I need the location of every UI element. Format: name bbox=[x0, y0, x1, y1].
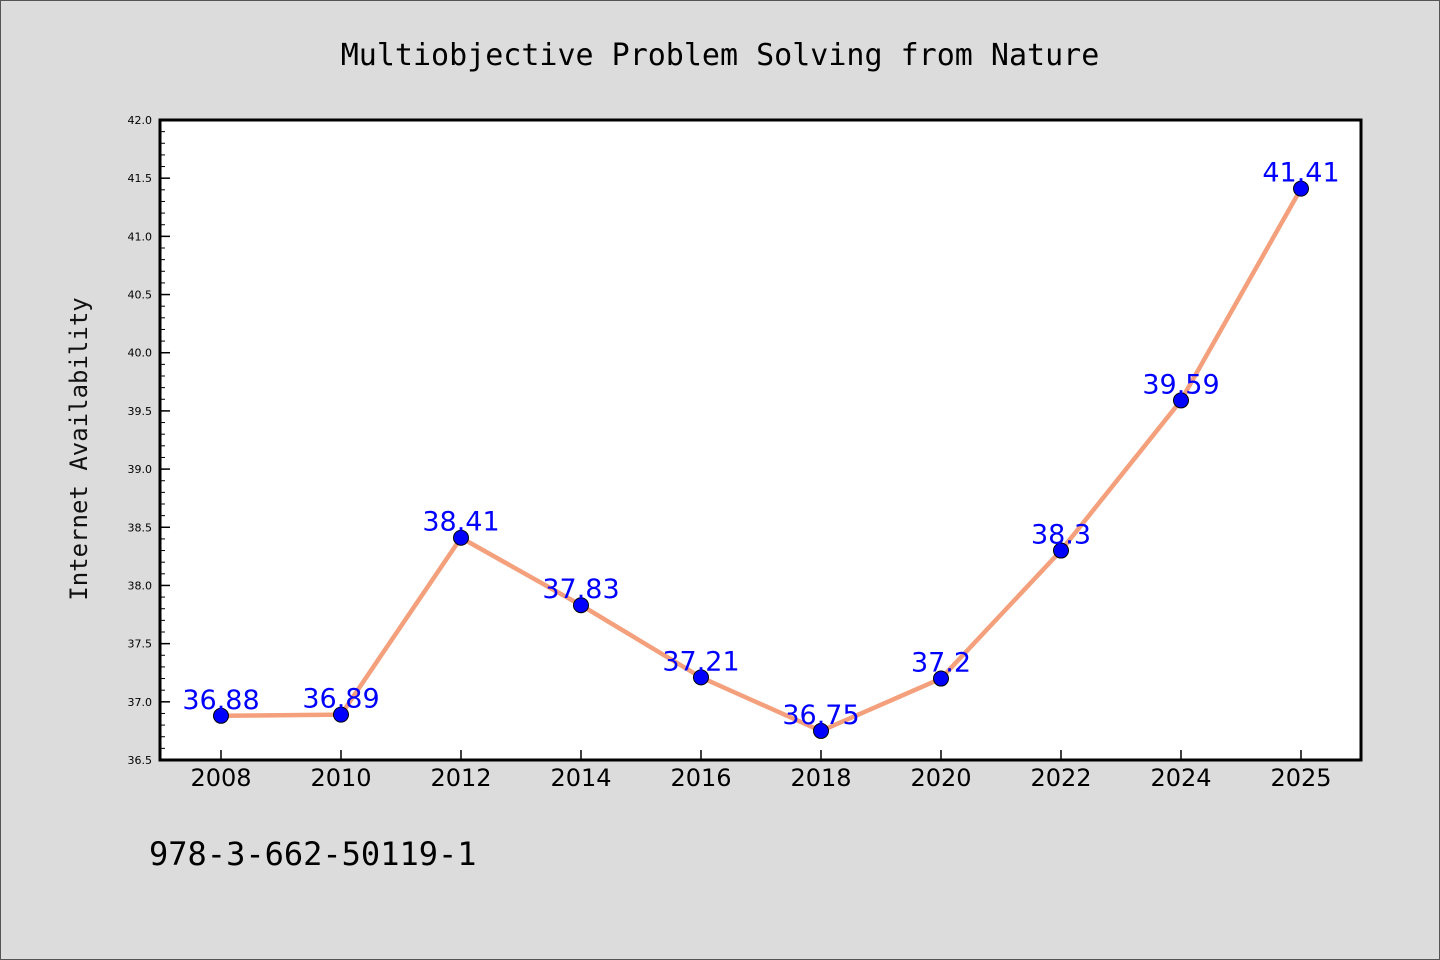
y-tick-label: 39.5 bbox=[128, 405, 153, 418]
data-label: 36.75 bbox=[782, 700, 859, 731]
data-point-marker bbox=[933, 670, 949, 687]
footer-isbn: 978-3-662-50119-1 bbox=[149, 835, 477, 873]
y-tick-label: 36.5 bbox=[128, 754, 153, 767]
marker-group bbox=[213, 180, 1309, 739]
x-tick-label: 2008 bbox=[190, 764, 251, 792]
data-label: 38.41 bbox=[422, 507, 499, 538]
data-point-marker bbox=[333, 706, 349, 723]
y-axis: 36.5 37.0 37.5 38.0 38.5 39.0 39.5 40.0 40.5 41.0… bbox=[128, 114, 170, 767]
data-label-group: 36.88 36.89 38.41 37.83 37.21 36.75 37.2 38.3 39… bbox=[182, 158, 1339, 731]
y-tick-label: 40.5 bbox=[128, 289, 153, 302]
data-label: 37.2 bbox=[911, 648, 971, 679]
y-tick-label: 42.0 bbox=[128, 114, 153, 127]
data-point-marker bbox=[213, 707, 229, 724]
y-tick-label: 38.0 bbox=[128, 579, 153, 592]
x-tick-label: 2016 bbox=[670, 764, 731, 792]
data-point-marker bbox=[693, 669, 709, 686]
x-tick-label: 2025 bbox=[1270, 764, 1331, 792]
data-point-marker bbox=[1293, 180, 1309, 197]
data-label: 37.21 bbox=[662, 646, 739, 677]
x-tick-label: 2012 bbox=[430, 764, 491, 792]
y-tick-label: 40.0 bbox=[128, 347, 153, 360]
x-tick-label: 2014 bbox=[550, 764, 611, 792]
plot-area bbox=[158, 118, 1363, 762]
x-axis: 2008 2010 2012 2014 2016 2018 2020 2022 2024 2025 bbox=[190, 750, 1332, 792]
data-label: 36.88 bbox=[182, 685, 259, 716]
data-point-marker bbox=[573, 597, 589, 614]
data-point-marker bbox=[1173, 392, 1189, 409]
data-point-marker bbox=[453, 529, 469, 546]
x-tick-label: 2022 bbox=[1030, 764, 1091, 792]
x-tick-label: 2024 bbox=[1150, 764, 1211, 792]
y-axis-label: Internet Availability bbox=[65, 297, 93, 600]
chart-title: Multiobjective Problem Solving from Natu… bbox=[341, 38, 1100, 73]
data-label: 36.89 bbox=[302, 684, 379, 715]
data-label: 41.41 bbox=[1262, 158, 1339, 189]
data-label: 37.83 bbox=[542, 574, 619, 605]
x-tick-label: 2020 bbox=[910, 764, 971, 792]
y-tick-label: 39.0 bbox=[128, 463, 153, 476]
data-label: 38.3 bbox=[1031, 520, 1091, 551]
y-tick-label: 37.0 bbox=[128, 696, 153, 709]
series-line-group bbox=[218, 186, 1304, 734]
x-tick-label: 2010 bbox=[310, 764, 371, 792]
y-tick-label: 37.5 bbox=[128, 638, 153, 651]
data-point-marker bbox=[1053, 542, 1069, 559]
y-tick-label: 41.0 bbox=[128, 230, 153, 243]
data-label: 39.59 bbox=[1142, 369, 1219, 400]
series-line bbox=[218, 186, 1304, 734]
x-tick-label: 2018 bbox=[790, 764, 851, 792]
y-tick-label: 41.5 bbox=[128, 172, 153, 185]
y-tick-label: 38.5 bbox=[128, 521, 153, 534]
data-point-marker bbox=[813, 722, 829, 739]
